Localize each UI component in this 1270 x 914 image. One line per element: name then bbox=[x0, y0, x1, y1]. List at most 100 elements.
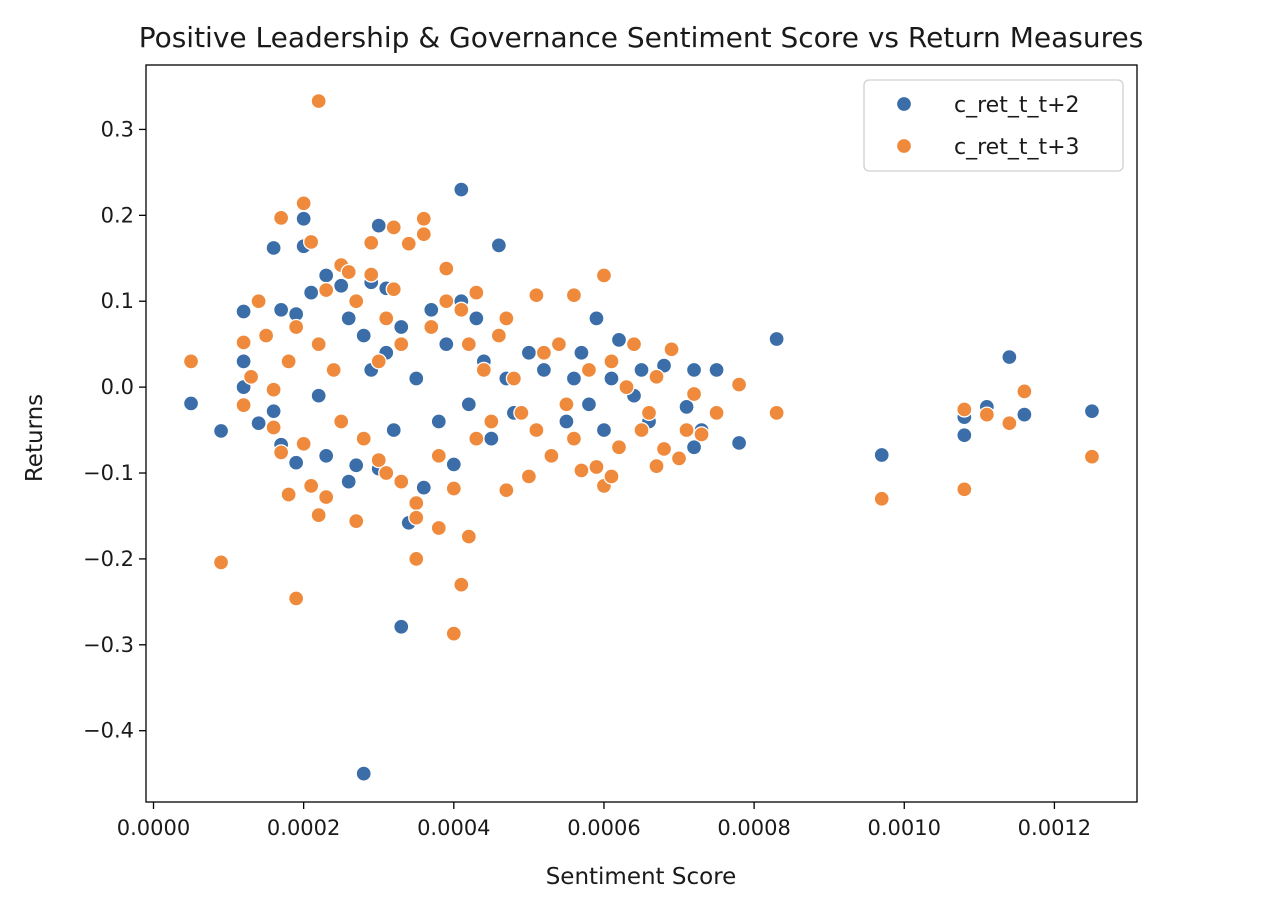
data-point bbox=[528, 287, 545, 304]
y-axis: −0.4 −0.3 −0.2 −0.1 0.0 0.1 0.2 0.3 bbox=[83, 117, 146, 743]
data-point bbox=[603, 370, 620, 387]
data-point bbox=[303, 477, 320, 495]
data-point bbox=[655, 440, 673, 458]
data-point bbox=[310, 336, 327, 353]
data-point bbox=[483, 413, 500, 430]
data-point bbox=[768, 330, 785, 348]
y-tick-label: −0.4 bbox=[83, 719, 134, 743]
data-point bbox=[235, 353, 252, 370]
data-point bbox=[535, 361, 553, 379]
data-point bbox=[370, 353, 387, 370]
y-axis-label: Returns bbox=[22, 394, 48, 482]
x-tick-label: 0.0004 bbox=[417, 816, 490, 840]
data-point bbox=[303, 233, 320, 251]
data-point bbox=[370, 451, 387, 469]
data-point bbox=[280, 486, 297, 503]
data-point bbox=[393, 336, 410, 353]
data-point bbox=[370, 217, 387, 234]
data-point bbox=[272, 209, 290, 227]
data-point bbox=[603, 468, 620, 485]
data-point bbox=[513, 404, 530, 422]
data-point bbox=[363, 234, 380, 251]
y-tick-label: −0.3 bbox=[83, 633, 134, 657]
data-point bbox=[550, 336, 568, 353]
data-point bbox=[468, 284, 485, 301]
data-point bbox=[272, 301, 290, 318]
data-point bbox=[438, 260, 455, 277]
data-point bbox=[333, 277, 350, 294]
data-point bbox=[490, 237, 508, 254]
data-point bbox=[558, 413, 575, 430]
points-layer bbox=[182, 92, 1101, 782]
data-point bbox=[310, 92, 327, 110]
data-point bbox=[355, 430, 372, 447]
data-point bbox=[265, 239, 282, 257]
data-point bbox=[265, 381, 282, 398]
series-1 bbox=[182, 92, 1101, 642]
data-point bbox=[520, 344, 538, 361]
data-point bbox=[288, 590, 305, 607]
data-point bbox=[730, 434, 748, 452]
data-point bbox=[1083, 403, 1101, 420]
data-point bbox=[580, 396, 598, 413]
data-point bbox=[460, 396, 477, 413]
data-point bbox=[295, 210, 312, 227]
data-point bbox=[438, 293, 455, 310]
data-point bbox=[288, 454, 305, 471]
data-point bbox=[378, 464, 395, 482]
data-point bbox=[573, 344, 590, 361]
data-point bbox=[340, 263, 357, 281]
data-point bbox=[235, 334, 252, 351]
y-tick-label: −0.1 bbox=[83, 461, 134, 485]
data-point bbox=[588, 458, 605, 476]
data-point bbox=[318, 267, 335, 284]
data-point bbox=[445, 480, 462, 497]
data-point bbox=[408, 494, 425, 512]
data-point bbox=[212, 554, 230, 571]
data-point bbox=[978, 406, 995, 423]
legend-box bbox=[863, 79, 1124, 172]
data-point bbox=[400, 235, 417, 252]
data-point bbox=[355, 327, 372, 344]
data-point bbox=[468, 310, 485, 327]
x-tick-label: 0.0006 bbox=[567, 816, 640, 840]
data-point bbox=[348, 457, 365, 474]
legend: c_ret_t_t+2 c_ret_t_t+3 bbox=[863, 79, 1124, 172]
data-point bbox=[280, 353, 297, 370]
data-point bbox=[610, 331, 628, 349]
plot-area bbox=[145, 64, 1138, 803]
data-point bbox=[873, 490, 890, 507]
data-point bbox=[648, 368, 665, 385]
data-point bbox=[670, 450, 688, 467]
x-tick-label: 0.0000 bbox=[117, 816, 190, 840]
data-point bbox=[385, 219, 402, 236]
data-point bbox=[250, 293, 267, 310]
data-point bbox=[1016, 383, 1033, 400]
data-point bbox=[318, 447, 335, 464]
data-point bbox=[333, 413, 350, 430]
data-point bbox=[768, 404, 785, 422]
data-point bbox=[438, 336, 455, 353]
data-point bbox=[535, 344, 553, 361]
data-point bbox=[528, 421, 545, 439]
data-point bbox=[182, 353, 200, 370]
data-point bbox=[453, 301, 470, 318]
y-tick-label: −0.2 bbox=[83, 547, 134, 571]
data-point bbox=[235, 397, 252, 414]
data-point bbox=[655, 357, 673, 374]
data-point bbox=[423, 318, 440, 336]
data-point bbox=[430, 413, 447, 430]
data-point bbox=[588, 310, 605, 327]
data-point bbox=[648, 457, 665, 475]
y-tick-label: 0.3 bbox=[101, 117, 134, 141]
data-point bbox=[543, 447, 560, 464]
data-point bbox=[340, 473, 357, 490]
data-point bbox=[633, 361, 650, 379]
data-point bbox=[678, 421, 695, 439]
x-axis: 0.0000 0.0002 0.0004 0.0006 0.0008 0.0010 0.00… bbox=[117, 802, 1091, 840]
data-point bbox=[408, 370, 425, 387]
data-point bbox=[708, 361, 725, 379]
data-point bbox=[1016, 406, 1033, 423]
data-point bbox=[242, 368, 260, 385]
